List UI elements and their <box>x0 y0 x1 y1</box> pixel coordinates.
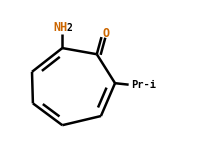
Text: NH: NH <box>53 21 67 34</box>
Text: Pr-i: Pr-i <box>131 80 156 90</box>
Text: 2: 2 <box>66 23 72 33</box>
Text: O: O <box>103 27 110 40</box>
